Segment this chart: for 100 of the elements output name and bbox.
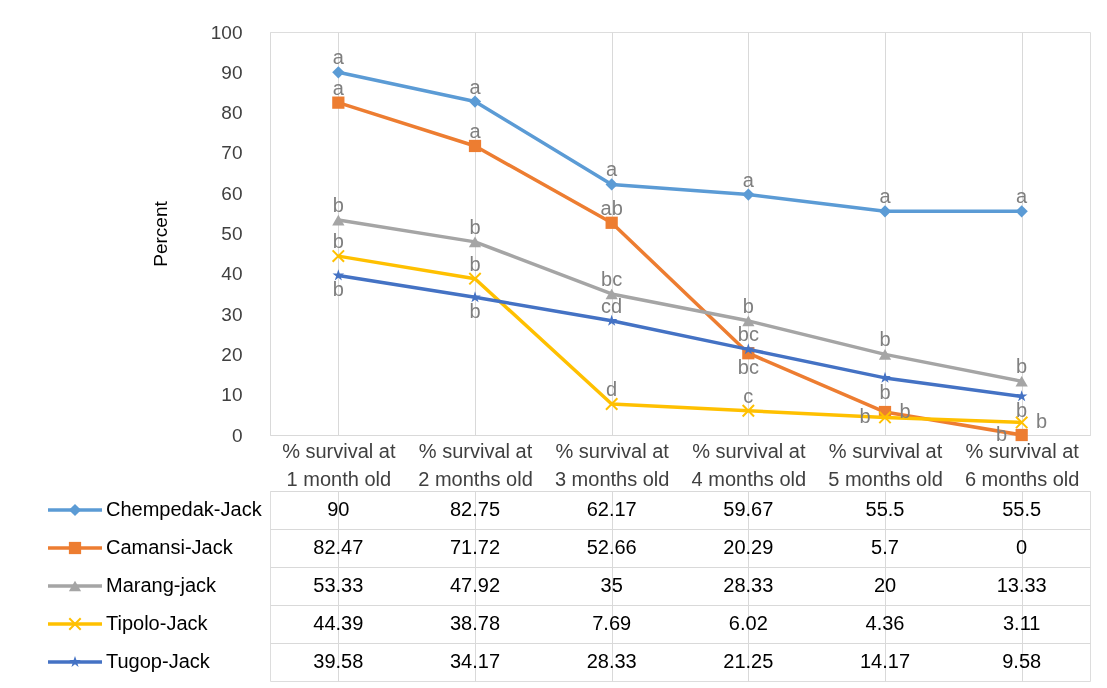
point	[332, 96, 345, 109]
point	[1015, 428, 1028, 442]
y-tick-label: 90	[221, 61, 243, 83]
y-tick-label: 0	[231, 424, 243, 446]
annotation: b	[469, 252, 481, 275]
point	[742, 315, 755, 327]
x-tick-label: % survival at 4 months old	[691, 439, 807, 490]
point	[332, 66, 345, 79]
data-label: 28.33	[723, 574, 774, 596]
data-label: 34.17	[449, 650, 501, 672]
annotation: b	[1036, 410, 1048, 433]
data-label: 20	[873, 574, 897, 596]
legend-label: Camansi-Jack	[106, 536, 234, 558]
data-label: 55.5	[865, 498, 905, 520]
y-tick-label: 60	[221, 182, 243, 204]
annotation: b	[879, 328, 891, 351]
legend-label: Marang-jack	[106, 574, 218, 596]
point	[741, 404, 756, 418]
annotation: ab	[600, 196, 623, 219]
annotation: bc	[601, 267, 623, 290]
annotation: b	[879, 380, 891, 403]
data-label: 28.33	[586, 650, 637, 672]
annotation: a	[332, 76, 345, 99]
point	[468, 272, 482, 286]
annotation: a	[742, 168, 755, 191]
data-label: 0	[1016, 536, 1028, 558]
y-tick-label: 40	[221, 263, 243, 285]
point	[332, 269, 345, 281]
annotation: a	[1016, 185, 1029, 208]
point	[1015, 375, 1028, 387]
data-label: 71.72	[449, 536, 501, 558]
point	[468, 236, 482, 248]
data-label: 62.17	[586, 498, 637, 520]
data-label: 3.11	[1002, 612, 1041, 634]
data-label: 53.33	[313, 574, 364, 596]
annotation: a	[879, 185, 892, 208]
legend-label: Chempedak-Jack	[106, 498, 263, 520]
data-label: 39.58	[313, 650, 364, 672]
data-label: 44.39	[313, 612, 364, 634]
annotation: a	[332, 46, 345, 69]
legend-label: Tugop-Jack	[106, 650, 211, 672]
point	[331, 249, 346, 263]
y-axis-title: Percent	[149, 200, 171, 267]
annotation: cd	[601, 294, 623, 317]
y-tick-label: 30	[221, 303, 243, 325]
x-tick-label: % survival at 2 months old	[418, 439, 533, 490]
data-label: 13.33	[996, 574, 1047, 596]
data-label: 59.67	[723, 498, 774, 520]
y-tick-label: 50	[221, 223, 243, 244]
data-label: 90	[327, 498, 350, 520]
data-label: 6.02	[728, 612, 768, 634]
annotation: b	[742, 294, 754, 317]
point	[878, 410, 892, 425]
point	[1014, 415, 1029, 430]
data-label: 7.69	[592, 612, 632, 634]
x-tick-label: % survival at 1 month old	[282, 439, 396, 490]
y-tick-label: 80	[221, 102, 243, 124]
point	[332, 214, 345, 226]
annotation: a	[606, 158, 619, 181]
data-label: 55.5	[1002, 498, 1042, 520]
point	[878, 349, 892, 360]
annotation: c	[743, 384, 754, 407]
data-label: 5.7	[871, 536, 899, 558]
data-label: 35	[600, 574, 623, 596]
data-label: 9.58	[1002, 650, 1042, 672]
point	[878, 205, 892, 218]
annotation: b	[332, 194, 344, 217]
point	[604, 397, 619, 411]
annotation: b	[332, 278, 344, 301]
annotation: b	[469, 215, 481, 238]
annotation: b	[1016, 399, 1028, 422]
annotation: b	[332, 230, 344, 253]
data-label: 47.92	[449, 574, 501, 596]
data-label: 20.29	[723, 536, 774, 558]
annotation: a	[469, 75, 482, 98]
y-tick-label: 70	[221, 142, 243, 164]
data-label: 4.36	[865, 612, 905, 634]
annotation: bc	[737, 356, 759, 379]
data-label: 82.75	[449, 498, 501, 520]
data-label: 14.17	[859, 650, 911, 672]
legend-label: Tipolo-Jack	[106, 612, 209, 634]
y-tick-label: 20	[221, 343, 243, 365]
annotation: b	[469, 300, 481, 323]
point	[468, 95, 482, 108]
x-tick-label: % survival at 5 months old	[828, 439, 943, 490]
annotation: b	[1016, 355, 1028, 378]
annotation: d	[606, 378, 618, 401]
x-tick-label: % survival at 3 months old	[554, 439, 670, 490]
point	[605, 216, 618, 229]
data-label: 38.78	[449, 612, 501, 634]
data-label: 52.66	[586, 536, 637, 558]
data-label: 21.25	[723, 650, 774, 672]
point	[742, 188, 755, 201]
point	[468, 139, 482, 153]
annotation: bc	[737, 323, 759, 346]
point	[605, 178, 618, 191]
y-tick-label: 10	[221, 384, 243, 406]
annotation: a	[469, 119, 482, 142]
data-label: 82.47	[313, 536, 364, 558]
y-tick-label: 100	[210, 21, 243, 43]
